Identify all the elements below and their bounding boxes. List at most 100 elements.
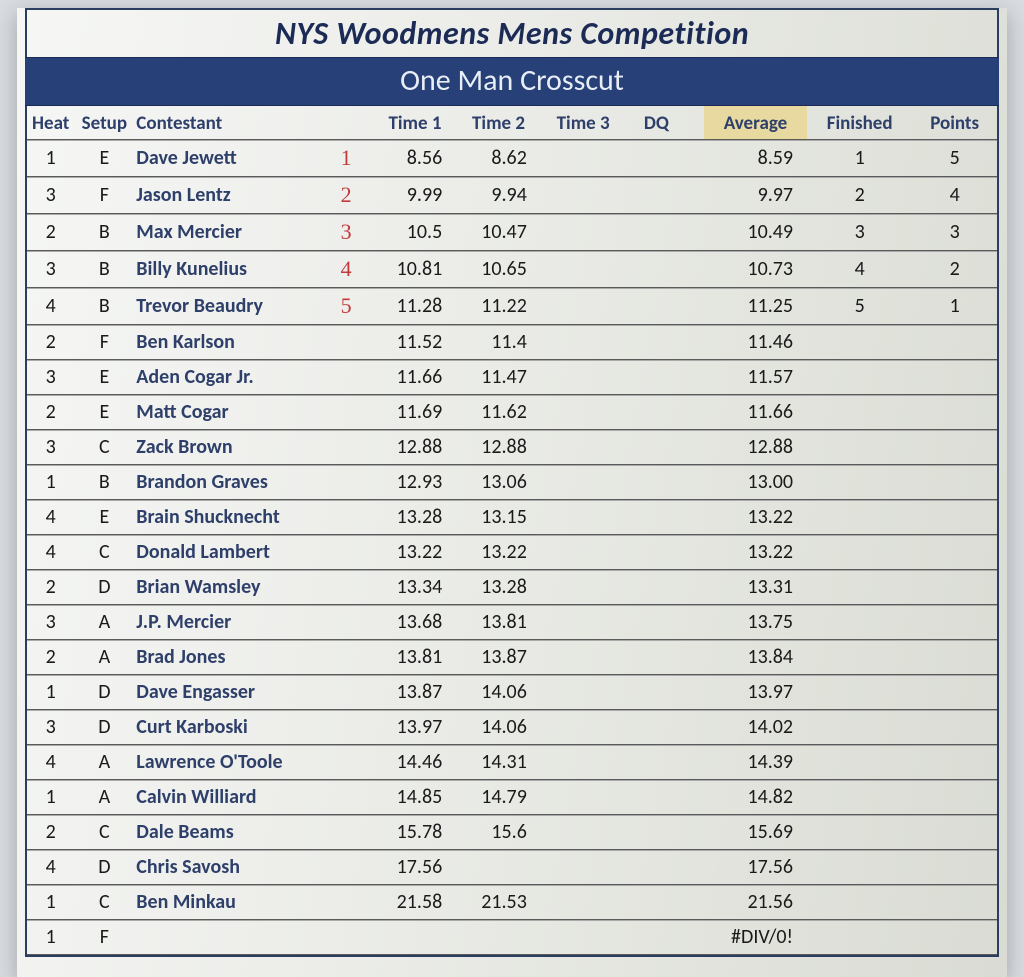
cell-finished	[807, 675, 912, 710]
cell-heat: 1	[27, 465, 74, 500]
cell-points	[912, 780, 997, 815]
cell-heat: 3	[27, 251, 74, 288]
cell-finished	[807, 850, 912, 885]
cell-finished	[807, 360, 912, 395]
cell-time2: 11.22	[456, 288, 541, 325]
cell-setup: C	[74, 815, 134, 850]
cell-name: Dave Jewett	[134, 140, 340, 177]
table-row: 1BBrandon Graves12.9313.0613.00	[27, 465, 997, 500]
cell-gap	[687, 360, 704, 395]
cell-gap	[687, 745, 704, 780]
col-average: Average	[704, 106, 807, 140]
cell-time3	[541, 920, 626, 955]
cell-time3	[541, 140, 626, 177]
cell-time3	[541, 325, 626, 360]
cell-time2: 14.79	[456, 780, 541, 815]
table-row: 3CZack Brown12.8812.8812.88	[27, 430, 997, 465]
cell-heat: 2	[27, 325, 74, 360]
cell-finished	[807, 325, 912, 360]
cell-points	[912, 465, 997, 500]
cell-dq	[625, 500, 687, 535]
table-row: 3BBilly Kunelius410.8110.6510.7342	[27, 251, 997, 288]
cell-rank-handwritten	[341, 535, 374, 570]
table-row: 3AJ.P. Mercier13.6813.8113.75	[27, 605, 997, 640]
cell-points	[912, 815, 997, 850]
cell-heat: 1	[27, 885, 74, 920]
cell-setup: F	[74, 177, 134, 214]
cell-name: Brain Shucknecht	[134, 500, 340, 535]
cell-gap	[687, 850, 704, 885]
cell-name: Jason Lentz	[134, 177, 340, 214]
cell-heat: 3	[27, 605, 74, 640]
cell-finished	[807, 465, 912, 500]
cell-points	[912, 325, 997, 360]
cell-setup: D	[74, 675, 134, 710]
cell-average: 11.46	[704, 325, 807, 360]
cell-gap	[687, 780, 704, 815]
cell-setup: A	[74, 780, 134, 815]
cell-heat: 4	[27, 535, 74, 570]
cell-time1: 21.58	[374, 885, 457, 920]
cell-finished: 3	[807, 214, 912, 251]
cell-gap	[687, 430, 704, 465]
cell-name: Dave Engasser	[134, 675, 340, 710]
cell-dq	[625, 605, 687, 640]
cell-average: 12.88	[704, 430, 807, 465]
cell-time3	[541, 177, 626, 214]
cell-average: 21.56	[704, 885, 807, 920]
cell-points	[912, 395, 997, 430]
table-row: 2EMatt Cogar11.6911.6211.66	[27, 395, 997, 430]
cell-time3	[541, 710, 626, 745]
cell-setup: E	[74, 140, 134, 177]
cell-points: 2	[912, 251, 997, 288]
cell-name: Aden Cogar Jr.	[134, 360, 340, 395]
cell-heat: 2	[27, 395, 74, 430]
cell-time1: 10.81	[374, 251, 457, 288]
cell-time2: 11.62	[456, 395, 541, 430]
cell-setup: B	[74, 214, 134, 251]
cell-dq	[625, 325, 687, 360]
cell-rank-handwritten: 5	[341, 288, 374, 325]
cell-heat: 1	[27, 920, 74, 955]
cell-time2: 14.06	[456, 675, 541, 710]
cell-average: 13.97	[704, 675, 807, 710]
cell-average: 9.97	[704, 177, 807, 214]
cell-time1: 8.56	[374, 140, 457, 177]
outer-border: NYS Woodmens Mens Competition One Man Cr…	[25, 8, 999, 957]
cell-time3	[541, 885, 626, 920]
cell-name: Chris Savosh	[134, 850, 340, 885]
cell-time2: 9.94	[456, 177, 541, 214]
cell-dq	[625, 710, 687, 745]
cell-time1: 12.88	[374, 430, 457, 465]
cell-time3	[541, 214, 626, 251]
cell-time1	[374, 920, 457, 955]
cell-name: Matt Cogar	[134, 395, 340, 430]
table-row: 1DDave Engasser13.8714.0613.97	[27, 675, 997, 710]
cell-points	[912, 640, 997, 675]
cell-finished	[807, 710, 912, 745]
cell-points	[912, 570, 997, 605]
cell-time1: 17.56	[374, 850, 457, 885]
cell-time3	[541, 640, 626, 675]
page-title: NYS Woodmens Mens Competition	[27, 12, 997, 57]
cell-gap	[687, 288, 704, 325]
cell-average: 13.75	[704, 605, 807, 640]
cell-points	[912, 605, 997, 640]
cell-average: 11.66	[704, 395, 807, 430]
cell-time3	[541, 535, 626, 570]
cell-setup: B	[74, 465, 134, 500]
cell-name: Brandon Graves	[134, 465, 340, 500]
cell-rank-handwritten	[341, 745, 374, 780]
cell-average: 17.56	[704, 850, 807, 885]
cell-time3	[541, 570, 626, 605]
cell-points	[912, 920, 997, 955]
cell-average: 14.39	[704, 745, 807, 780]
cell-gap	[687, 885, 704, 920]
cell-gap	[687, 214, 704, 251]
cell-points	[912, 360, 997, 395]
cell-time2: 11.47	[456, 360, 541, 395]
col-contestant: Contestant	[134, 106, 373, 140]
cell-setup: A	[74, 640, 134, 675]
cell-setup: A	[74, 745, 134, 780]
cell-gap	[687, 605, 704, 640]
